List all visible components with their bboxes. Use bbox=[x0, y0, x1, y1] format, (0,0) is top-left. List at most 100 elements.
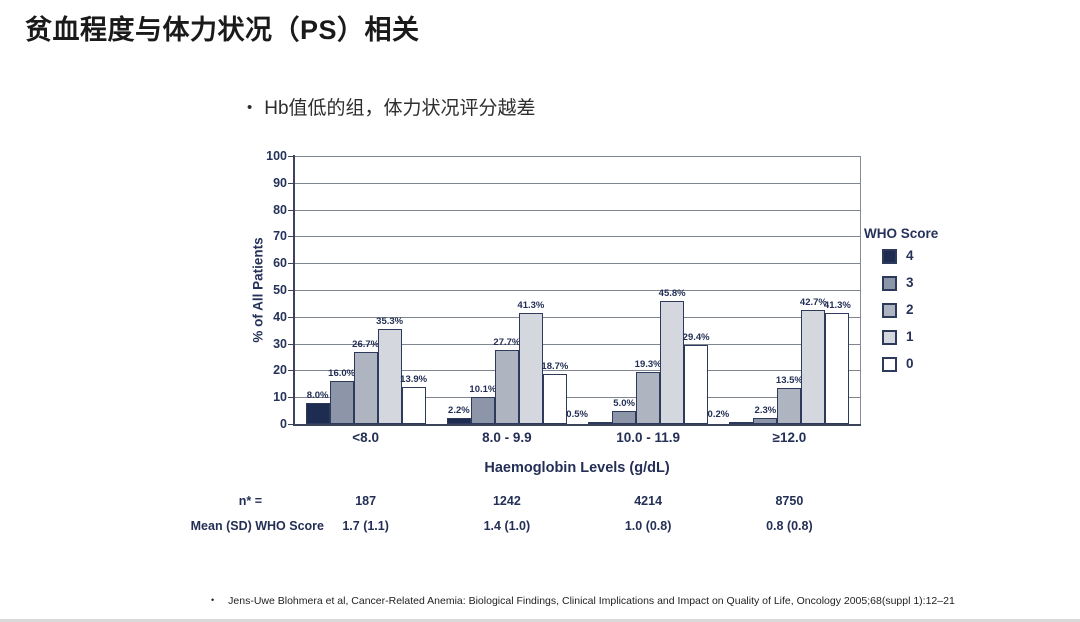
table-cell: 1242 bbox=[492, 494, 521, 508]
legend-item-label: 3 bbox=[906, 275, 914, 290]
bar-who-2 bbox=[494, 350, 519, 424]
gridline bbox=[295, 397, 860, 398]
gridline bbox=[295, 344, 860, 345]
bar-value-label: 13.5% bbox=[775, 375, 803, 386]
y-tick bbox=[288, 424, 295, 425]
bar-who-0 bbox=[825, 313, 850, 424]
bar-value-label: 5.0% bbox=[613, 398, 635, 409]
x-axis-line bbox=[293, 424, 861, 426]
y-tick bbox=[288, 183, 295, 184]
y-tick-label: 100 bbox=[266, 149, 287, 163]
bar-value-label: 13.9% bbox=[400, 374, 428, 385]
bar-who-0 bbox=[401, 387, 426, 424]
gridline bbox=[295, 317, 860, 318]
y-tick bbox=[288, 210, 295, 211]
bar-value-label: 42.7% bbox=[799, 297, 827, 308]
bar-who-2 bbox=[636, 372, 661, 424]
slide-title: 贫血程度与体力状况（PS）相关 bbox=[25, 15, 420, 45]
x-category-label: ≥12.0 bbox=[772, 430, 807, 445]
y-tick bbox=[288, 236, 295, 237]
legend-swatch-1 bbox=[882, 330, 897, 345]
x-category-label: 8.0 - 9.9 bbox=[482, 430, 532, 445]
bar-value-label: 0.5% bbox=[566, 409, 588, 420]
bar-who-3 bbox=[329, 381, 354, 424]
y-tick-label: 90 bbox=[273, 176, 287, 190]
gridline bbox=[295, 370, 860, 371]
legend-swatch-3 bbox=[882, 276, 897, 291]
gridline bbox=[295, 290, 860, 291]
bar-who-1 bbox=[660, 301, 685, 424]
bar-value-label: 41.3% bbox=[517, 300, 545, 311]
y-tick bbox=[288, 370, 295, 371]
gridline bbox=[295, 156, 860, 157]
bar-value-label: 19.3% bbox=[634, 359, 662, 370]
bar-who-3 bbox=[753, 418, 778, 424]
legend-item-label: 0 bbox=[906, 356, 914, 371]
table-row-label: n* = bbox=[238, 494, 262, 508]
legend-item-label: 4 bbox=[906, 248, 914, 263]
x-category-label: <8.0 bbox=[352, 430, 379, 445]
legend-item-label: 1 bbox=[906, 329, 914, 344]
bar-who-4 bbox=[588, 422, 613, 424]
y-tick-label: 80 bbox=[273, 203, 287, 217]
bar-who-1 bbox=[801, 310, 826, 424]
table-cell: 1.4 (1.0) bbox=[483, 519, 531, 533]
bar-who-1 bbox=[518, 313, 543, 424]
y-tick bbox=[288, 263, 295, 264]
bar-who-3 bbox=[612, 411, 637, 424]
bar-value-label: 2.3% bbox=[754, 405, 777, 416]
legend-swatch-4 bbox=[882, 249, 897, 264]
bar-value-label: 10.1% bbox=[469, 384, 497, 395]
citation-text: Jens-Uwe Blohmera et al, Cancer-Related … bbox=[228, 595, 955, 607]
bar-who-2 bbox=[353, 352, 378, 424]
legend-swatch-0 bbox=[882, 357, 897, 372]
y-tick bbox=[288, 317, 295, 318]
bar-value-label: 8.0% bbox=[306, 390, 329, 401]
gridline bbox=[295, 263, 860, 264]
bar-who-4 bbox=[729, 422, 754, 424]
y-tick-label: 30 bbox=[273, 337, 287, 351]
bar-value-label: 2.2% bbox=[448, 405, 470, 416]
y-tick-label: 40 bbox=[273, 310, 287, 324]
y-tick-label: 50 bbox=[273, 283, 287, 297]
gridline bbox=[295, 210, 860, 211]
bullet-text: Hb值低的组，体力状况评分越差 bbox=[264, 98, 536, 119]
bar-value-label: 35.3% bbox=[376, 316, 404, 327]
table-cell: 8750 bbox=[775, 494, 804, 508]
bar-who-0 bbox=[684, 345, 709, 424]
y-tick bbox=[288, 156, 295, 157]
bar-value-label: 16.0% bbox=[328, 368, 356, 379]
bar-who-4 bbox=[446, 418, 471, 424]
gridline bbox=[295, 183, 860, 184]
table-cell: 4214 bbox=[634, 494, 663, 508]
table-row-label: Mean (SD) WHO Score bbox=[190, 519, 324, 533]
legend-item-label: 2 bbox=[906, 302, 914, 317]
table-cell: 0.8 (0.8) bbox=[766, 519, 813, 533]
bar-value-label: 29.4% bbox=[682, 332, 710, 343]
y-tick-label: 20 bbox=[273, 363, 287, 377]
x-category-label: 10.0 - 11.9 bbox=[616, 430, 681, 445]
y-tick-label: 10 bbox=[273, 390, 287, 404]
y-tick bbox=[288, 290, 295, 291]
y-tick-label: 60 bbox=[273, 256, 287, 270]
bar-value-label: 45.8% bbox=[658, 288, 686, 299]
bar-who-2 bbox=[777, 388, 802, 424]
x-axis-title: Haemoglobin Levels (g/dL) bbox=[484, 460, 670, 476]
citation-bullet-icon: • bbox=[211, 595, 215, 605]
y-tick bbox=[288, 397, 295, 398]
legend-swatch-2 bbox=[882, 303, 897, 318]
bar-value-label: 27.7% bbox=[493, 337, 521, 348]
bar-who-3 bbox=[470, 397, 495, 424]
table-cell: 1.7 (1.1) bbox=[342, 519, 389, 533]
y-tick bbox=[288, 344, 295, 345]
bar-value-label: 0.2% bbox=[707, 409, 730, 420]
bar-value-label: 26.7% bbox=[352, 339, 380, 350]
bar-who-4 bbox=[305, 403, 330, 424]
bullet-point: • Hb值低的组，体力状况评分越差 bbox=[247, 93, 536, 120]
legend-title: WHO Score bbox=[864, 226, 939, 241]
bullet-icon: • bbox=[247, 99, 253, 116]
citation: • Jens-Uwe Blohmera et al, Cancer-Related… bbox=[211, 595, 955, 607]
table-cell: 187 bbox=[355, 494, 377, 508]
bar-who-0 bbox=[542, 374, 567, 424]
